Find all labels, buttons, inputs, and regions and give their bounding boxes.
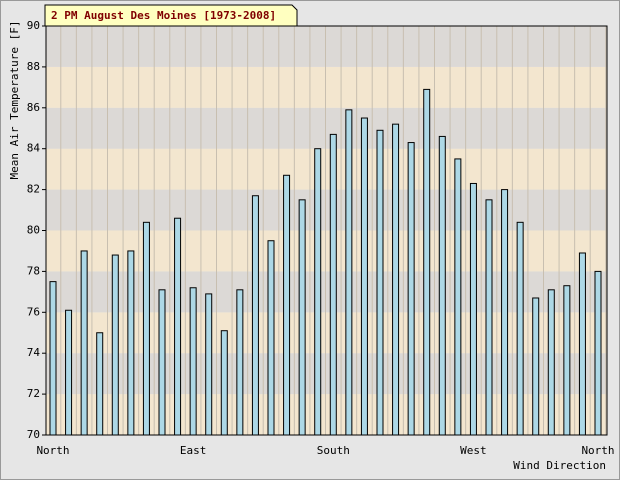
bar (174, 217, 182, 436)
y-tick-label: 82 (27, 183, 40, 196)
bar (80, 250, 88, 436)
bar (407, 142, 415, 436)
stripe (46, 353, 607, 395)
chart-title: 2 PM August Des Moines [1973-2008] (51, 9, 276, 22)
bar (267, 240, 275, 436)
bar (594, 270, 602, 436)
bar (111, 254, 119, 436)
bar (438, 135, 446, 436)
bar (578, 252, 586, 436)
title-box (44, 4, 298, 27)
bar (345, 109, 353, 436)
y-tick-label: 74 (27, 346, 41, 359)
bar (283, 174, 291, 436)
y-tick-label: 72 (27, 387, 40, 400)
x-tick-label: South (317, 444, 350, 457)
bar (142, 221, 150, 436)
bar (189, 287, 197, 436)
bar (314, 148, 322, 436)
bar (376, 129, 384, 436)
x-axis-label: Wind Direction (513, 459, 606, 472)
y-tick-label: 70 (27, 428, 40, 441)
bar (236, 289, 244, 436)
stripe (46, 189, 607, 231)
bar (501, 189, 509, 436)
y-tick-label: 90 (27, 19, 40, 32)
bar (220, 330, 228, 436)
bar (329, 133, 337, 436)
bar (65, 309, 73, 436)
bar (158, 289, 166, 436)
y-tick-label: 84 (27, 142, 41, 155)
stripe (46, 230, 607, 272)
bar (532, 297, 540, 436)
stripe (46, 312, 607, 354)
y-tick-label: 76 (27, 305, 40, 318)
bar (423, 88, 431, 436)
bar (516, 221, 524, 436)
y-tick-label: 78 (27, 264, 40, 277)
y-tick-label: 80 (27, 224, 40, 237)
x-tick-label: East (180, 444, 207, 457)
plot-border (45, 25, 608, 436)
bar (563, 285, 571, 436)
x-tick-label: West (460, 444, 487, 457)
bar (547, 289, 555, 436)
x-tick-label: North (36, 444, 69, 457)
bar (454, 158, 462, 436)
plot-area (46, 26, 607, 435)
bar (298, 199, 306, 436)
bar (205, 293, 213, 436)
bar (360, 117, 368, 436)
stripe (46, 66, 607, 108)
stripe (46, 148, 607, 190)
y-tick-label: 88 (27, 60, 40, 73)
stripe (46, 271, 607, 313)
bar (251, 195, 259, 436)
stripe (46, 394, 607, 435)
x-tick-label: North (581, 444, 614, 457)
y-tick-label: 86 (27, 101, 40, 114)
bar (96, 332, 104, 436)
bar (392, 123, 400, 436)
bar (49, 281, 57, 436)
stripe (46, 26, 607, 67)
stripe (46, 107, 607, 149)
bar (469, 182, 477, 436)
bar (127, 250, 135, 436)
y-axis-label: Mean Air Temperature [F] (8, 21, 21, 180)
bar (485, 199, 493, 436)
